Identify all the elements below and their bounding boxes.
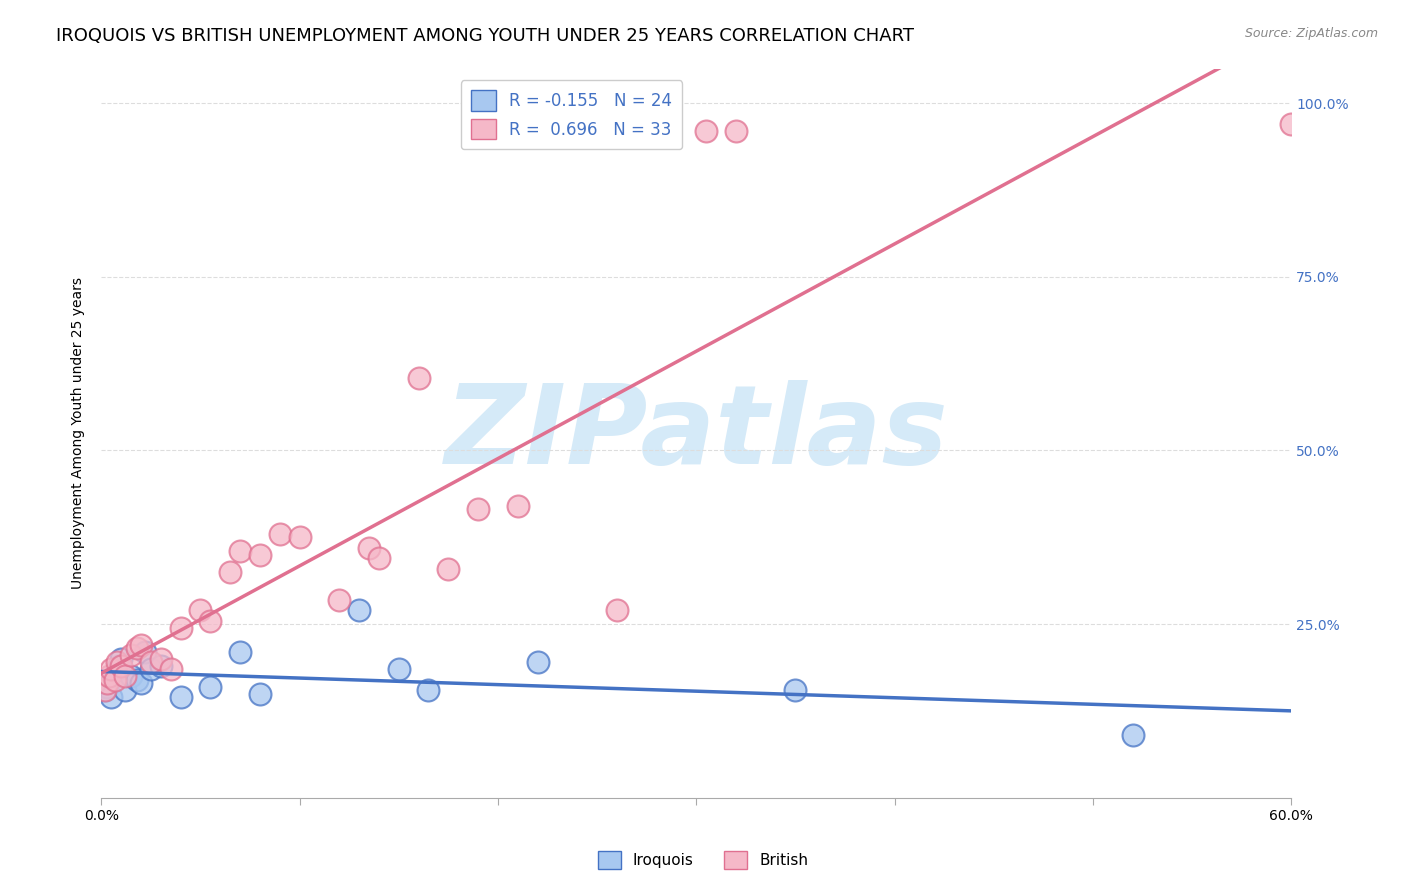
Point (129, 676, 152, 690)
Point (347, 603, 370, 617)
Point (125, 673, 148, 687)
Point (200, 614, 222, 628)
Point (229, 544, 252, 558)
Point (229, 645, 252, 659)
Point (695, 124, 717, 138)
Point (418, 683, 440, 698)
Point (149, 652, 172, 666)
Point (100, 662, 122, 676)
Point (357, 541, 380, 555)
Legend: R = -0.155   N = 24, R =  0.696   N = 33: R = -0.155 N = 24, R = 0.696 N = 33 (461, 80, 682, 150)
Point (98, 669, 121, 683)
Point (269, 526, 291, 541)
Point (105, 662, 128, 676)
Point (159, 662, 181, 676)
Point (724, 124, 747, 138)
Point (219, 565, 242, 579)
Point (169, 690, 191, 704)
Point (388, 662, 411, 676)
Text: Source: ZipAtlas.com: Source: ZipAtlas.com (1244, 27, 1378, 40)
Point (288, 530, 311, 544)
Point (190, 603, 212, 617)
Text: ZIPatlas: ZIPatlas (444, 380, 948, 487)
Point (114, 669, 136, 683)
Point (110, 658, 132, 673)
Point (129, 638, 152, 652)
Point (785, 683, 807, 698)
Point (1122, 728, 1144, 742)
Legend: Iroquois, British: Iroquois, British (592, 845, 814, 875)
Point (104, 669, 127, 683)
Point (1279, 117, 1302, 131)
Point (149, 658, 172, 673)
Point (249, 686, 271, 700)
Point (437, 561, 460, 575)
Point (108, 658, 131, 673)
Point (105, 655, 128, 669)
Point (606, 603, 628, 617)
Point (367, 551, 389, 566)
Point (114, 683, 136, 698)
Point (94, 683, 117, 698)
Point (249, 548, 271, 562)
Point (120, 669, 142, 683)
Point (200, 680, 222, 694)
Point (104, 673, 127, 687)
Point (506, 499, 529, 513)
Text: IROQUOIS VS BRITISH UNEMPLOYMENT AMONG YOUTH UNDER 25 YEARS CORRELATION CHART: IROQUOIS VS BRITISH UNEMPLOYMENT AMONG Y… (56, 27, 914, 45)
Point (96, 680, 118, 694)
Point (120, 648, 142, 663)
Point (94, 683, 117, 698)
Point (125, 641, 148, 656)
Point (139, 655, 162, 669)
Point (96, 676, 118, 690)
Point (110, 652, 132, 666)
Point (139, 662, 162, 676)
Point (408, 370, 430, 384)
Point (526, 655, 548, 669)
Point (134, 645, 156, 659)
Point (328, 592, 350, 607)
Point (100, 690, 122, 704)
Point (467, 502, 489, 516)
Point (169, 621, 191, 635)
Y-axis label: Unemployment Among Youth under 25 years: Unemployment Among Youth under 25 years (72, 277, 86, 589)
